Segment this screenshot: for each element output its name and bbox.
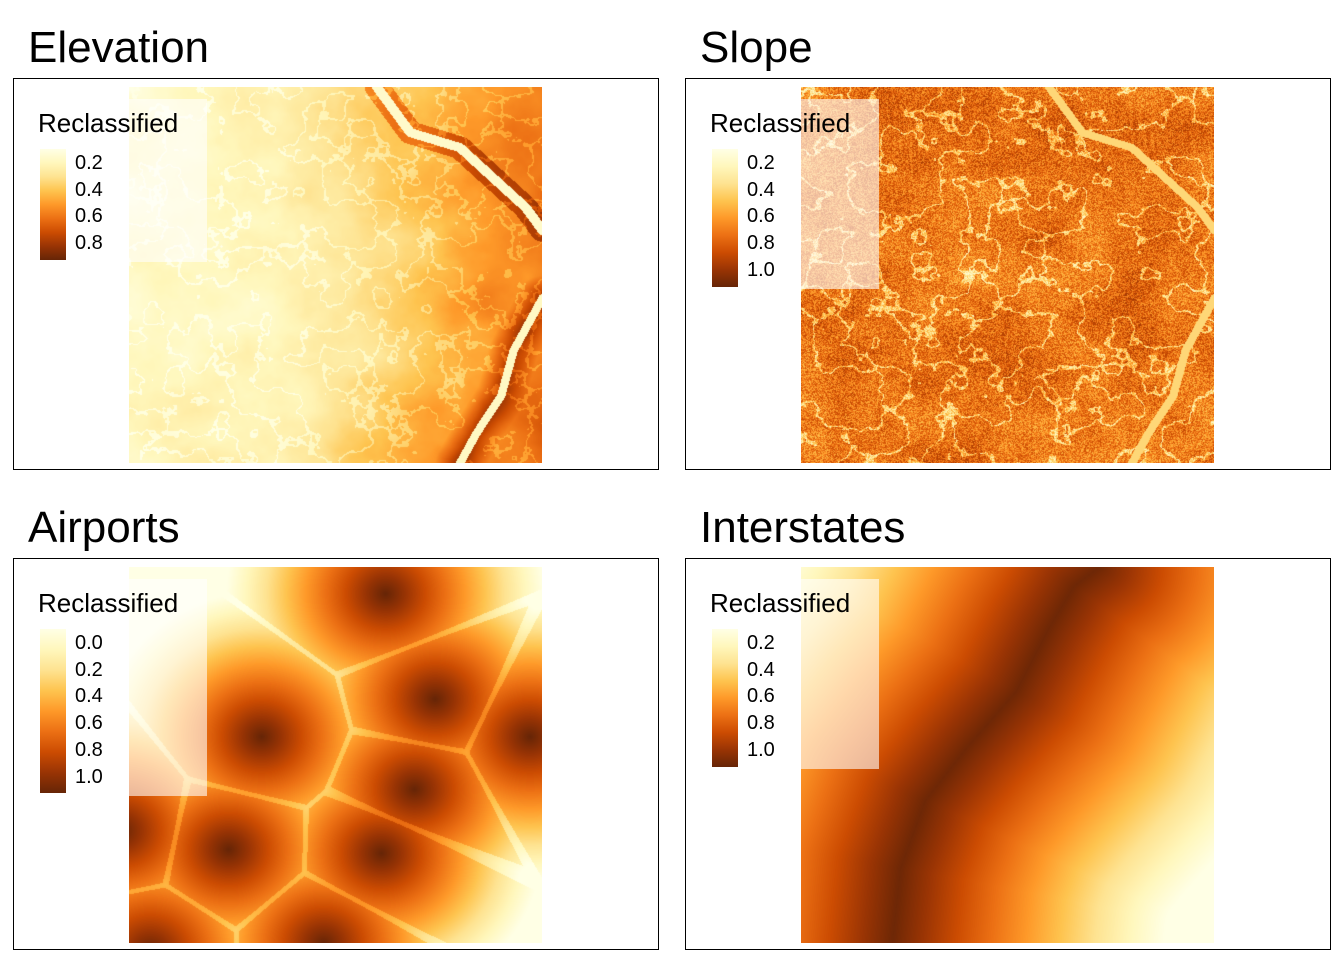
- map-frame-interstates: Reclassified 0.2 0.4 0.6 0.8 1.0: [685, 558, 1331, 950]
- legend-label: 0.6: [75, 712, 103, 735]
- legend-title: Reclassified: [710, 588, 851, 618]
- legend-label: 0.6: [747, 685, 775, 708]
- legend-background: [129, 579, 207, 796]
- panel-title-slope: Slope: [700, 23, 813, 72]
- legend-label: 0.2: [75, 152, 103, 174]
- legend-label: 0.4: [75, 685, 103, 708]
- legend-background: [801, 99, 879, 289]
- map-frame-elevation: Reclassified 0.2 0.4 0.6 0.8: [13, 78, 659, 470]
- legend-background: [129, 99, 207, 262]
- legend-title: Reclassified: [38, 588, 179, 618]
- map-frame-slope: Reclassified 0.2 0.4 0.6 0.8 1.0: [685, 78, 1331, 470]
- legend-label: 0.8: [75, 232, 103, 255]
- legend-title: Reclassified: [38, 108, 179, 138]
- panel-title-elevation: Elevation: [28, 23, 210, 72]
- legend-colorbar: [40, 629, 66, 794]
- legend-label: 0.2: [747, 632, 775, 654]
- legend-label: 0.2: [75, 658, 103, 681]
- map-frame-airports: Reclassified 0.0 0.2 0.4 0.6 0.8 1.0: [13, 558, 659, 950]
- legend-colorbar: [712, 629, 738, 767]
- legend-label: 0.6: [75, 205, 103, 228]
- legend-colorbar: [712, 149, 738, 287]
- legend-label: 0.4: [75, 178, 103, 201]
- legend-label: 0.0: [75, 632, 103, 654]
- legend-label: 0.6: [747, 205, 775, 228]
- legend-label: 1.0: [747, 738, 775, 761]
- legend-label: 0.4: [747, 658, 775, 681]
- legend-label: 0.8: [747, 712, 775, 735]
- legend-label: 0.8: [75, 738, 103, 761]
- legend-label: 1.0: [75, 765, 103, 788]
- legend-label: 0.4: [747, 178, 775, 201]
- legend-label: 0.2: [747, 152, 775, 174]
- legend-label: 1.0: [747, 258, 775, 281]
- legend-label: 0.8: [747, 232, 775, 255]
- legend-title: Reclassified: [710, 108, 851, 138]
- panel-title-interstates: Interstates: [700, 503, 906, 552]
- legend-background: [801, 579, 879, 769]
- panel-title-airports: Airports: [28, 503, 180, 552]
- legend-colorbar: [40, 149, 66, 260]
